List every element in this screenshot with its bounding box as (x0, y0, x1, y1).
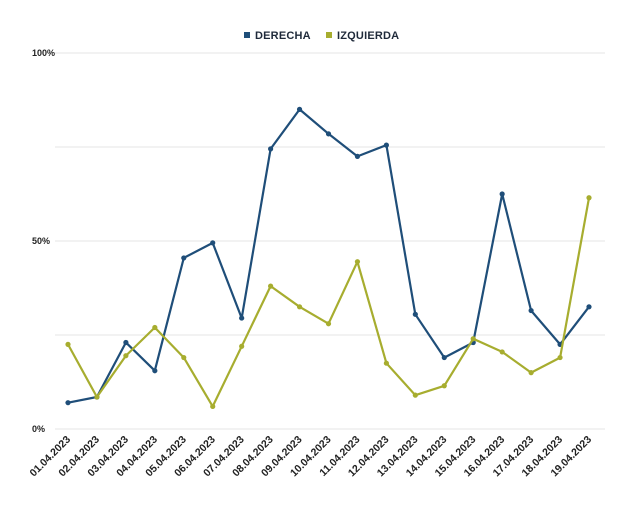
data-point-derecha (499, 191, 505, 197)
data-point-derecha (412, 311, 418, 317)
data-point-izquierda (499, 349, 505, 355)
data-point-izquierda (94, 394, 100, 400)
data-point-izquierda (181, 354, 187, 361)
data-point-izquierda (210, 403, 216, 410)
y-axis-ticks: 0% 50% 100% (32, 48, 55, 434)
series-lines (65, 106, 592, 410)
data-point-derecha (239, 315, 245, 321)
x-axis-ticks: 01.04.202302.04.202303.04.202304.04.2023… (27, 434, 594, 480)
y-tick-label: 100% (32, 48, 55, 58)
data-point-izquierda (586, 195, 592, 201)
data-point-izquierda (296, 304, 303, 310)
data-point-izquierda (152, 324, 158, 331)
data-point-izquierda (123, 353, 129, 359)
data-point-derecha (210, 240, 216, 246)
gridlines (55, 52, 605, 430)
data-point-derecha (152, 368, 158, 374)
legend-swatch-derecha (244, 32, 250, 38)
data-point-izquierda (412, 392, 418, 398)
data-point-derecha (123, 339, 129, 346)
legend: DERECHA IZQUIERDA (244, 30, 399, 42)
legend-label-izquierda: IZQUIERDA (337, 30, 399, 42)
data-point-derecha (65, 400, 71, 406)
data-point-derecha (181, 255, 187, 261)
data-point-derecha (296, 106, 303, 112)
data-point-izquierda (239, 343, 245, 349)
data-point-derecha (383, 142, 389, 148)
data-point-izquierda (528, 370, 534, 376)
data-point-derecha (325, 131, 332, 137)
data-point-izquierda (383, 360, 389, 366)
data-point-izquierda (65, 341, 71, 347)
y-tick-label: 0% (32, 424, 45, 434)
data-point-izquierda (441, 383, 447, 389)
data-point-izquierda (470, 336, 476, 342)
data-point-izquierda (325, 321, 332, 327)
data-point-izquierda (354, 259, 361, 265)
data-point-derecha (354, 153, 361, 159)
data-point-derecha (441, 354, 447, 361)
legend-swatch-izquierda (326, 32, 332, 38)
y-tick-label: 50% (32, 236, 50, 246)
data-point-izquierda (268, 283, 274, 289)
data-point-derecha (586, 304, 592, 310)
data-point-izquierda (557, 354, 563, 361)
legend-label-derecha: DERECHA (255, 30, 311, 42)
data-point-derecha (528, 307, 534, 314)
data-point-derecha (268, 146, 274, 152)
